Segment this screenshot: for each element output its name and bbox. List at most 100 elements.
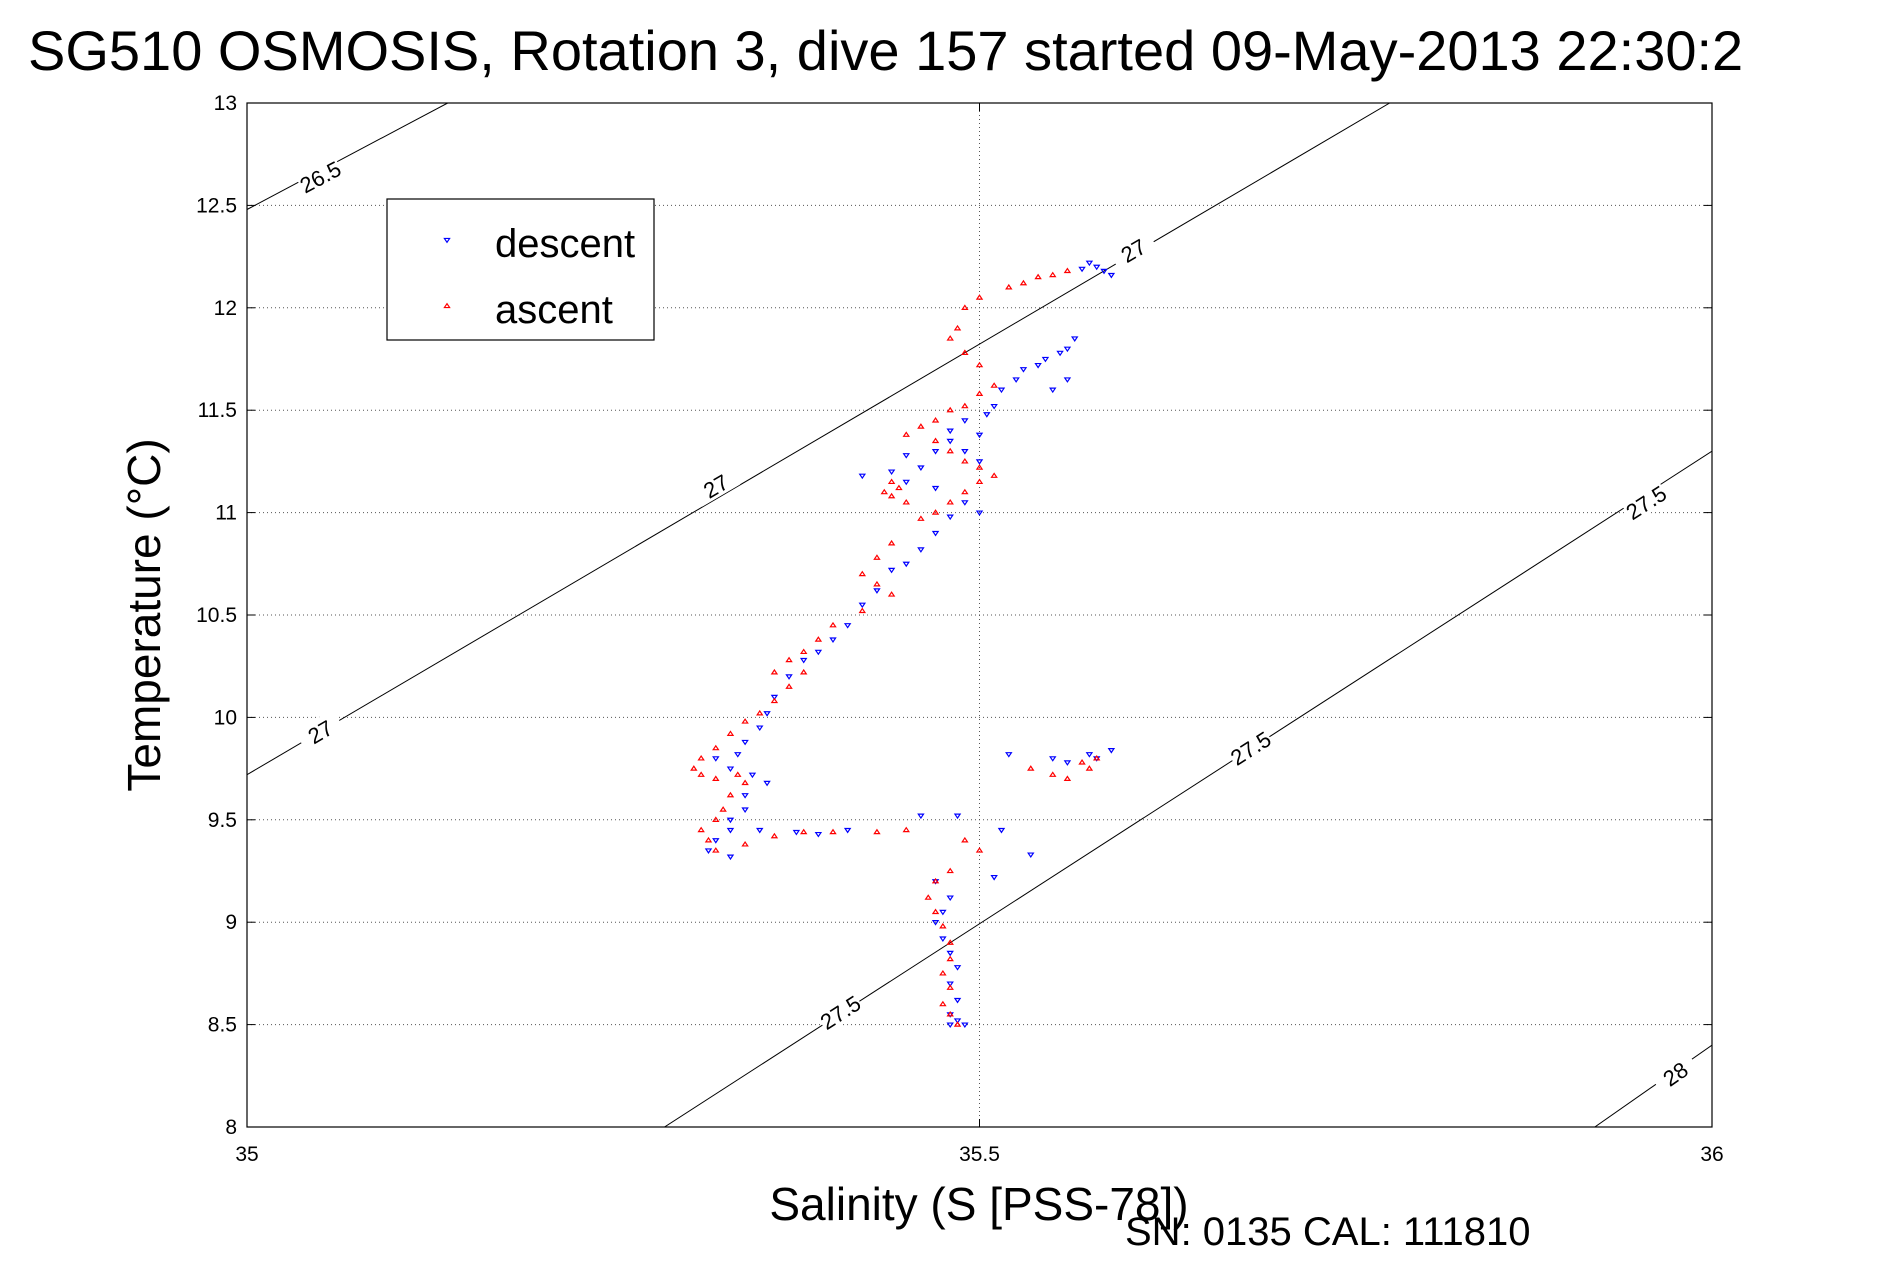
ascent-point <box>975 361 984 368</box>
ascent-point <box>975 294 984 300</box>
ascent-point <box>814 636 823 642</box>
ascent-point <box>726 791 735 798</box>
descent-point <box>983 412 991 418</box>
descent-point <box>975 459 984 465</box>
descent-point <box>726 854 735 861</box>
ascent-marker-symbol <box>443 302 451 309</box>
legend-ascent-marker <box>443 302 451 309</box>
ascent-point <box>895 484 903 491</box>
ascent-point <box>931 908 940 915</box>
ascent-point <box>946 955 954 962</box>
ascent-point <box>799 828 808 835</box>
descent-point <box>704 848 713 854</box>
descent-point <box>946 950 954 957</box>
ascent-point <box>887 539 896 546</box>
ascent-point <box>975 478 984 485</box>
legend-descent-marker <box>443 237 451 244</box>
legend-box <box>386 198 655 341</box>
x-tick-label: 35 <box>235 1143 258 1166</box>
descent-point <box>917 465 925 471</box>
data-points <box>690 260 1116 1029</box>
ascent-point <box>931 509 940 515</box>
ascent-point <box>1063 775 1072 781</box>
density-contour-line <box>247 103 1390 776</box>
descent-point <box>946 428 954 435</box>
ascent-point <box>858 570 867 577</box>
descent-point <box>953 1018 962 1024</box>
descent-point <box>1092 264 1101 271</box>
ascent-point <box>946 939 954 945</box>
contour-label-backdrop <box>1620 479 1671 524</box>
ascent-point <box>697 754 705 761</box>
ascent-point <box>785 683 793 689</box>
ascent-point <box>873 554 881 560</box>
ascent-point <box>770 668 779 675</box>
ascent-point <box>939 969 947 976</box>
descent-point <box>763 711 771 717</box>
descent-point <box>726 827 735 834</box>
descent-point <box>1085 752 1094 758</box>
ascent-point <box>799 648 808 655</box>
ascent-point <box>939 1000 947 1007</box>
ascent-point <box>1085 765 1094 771</box>
descent-point <box>939 909 947 916</box>
descent-point <box>990 403 998 410</box>
ascent-point <box>1019 279 1028 286</box>
descent-point <box>975 432 984 439</box>
descent-point <box>792 829 801 836</box>
ascent-point <box>690 765 698 771</box>
ascent-point <box>975 847 984 853</box>
ascent-point <box>931 437 940 444</box>
legend: descent ascent <box>386 198 655 341</box>
ascent-point <box>946 498 954 505</box>
descent-point <box>931 485 940 492</box>
descent-point <box>953 997 962 1004</box>
descent-point <box>931 920 940 926</box>
descent-point <box>741 793 749 799</box>
descent-point <box>990 874 998 881</box>
ascent-point <box>939 922 947 929</box>
y-tick-label: 10.5 <box>196 604 237 627</box>
descent-point <box>756 725 764 732</box>
y-tick-label: 8.5 <box>208 1014 237 1037</box>
descent-point <box>961 500 969 506</box>
descent-point <box>887 567 896 574</box>
ascent-point <box>946 867 954 874</box>
ascent-point <box>961 402 969 409</box>
ascent-point <box>726 730 735 736</box>
descent-point <box>763 780 771 787</box>
contour-label-backdrop <box>1224 725 1275 770</box>
ascent-point <box>1027 765 1035 771</box>
ascent-point <box>902 431 910 437</box>
ascent-point <box>704 836 713 843</box>
descent-point <box>902 453 910 459</box>
descent-point <box>756 827 764 834</box>
descent-point <box>931 449 940 455</box>
y-axis-ticks: 8 8.5 9 9.5 10 10.5 11 11.5 12 12.5 13 <box>196 92 1712 1139</box>
descent-point <box>843 623 852 629</box>
descent-point <box>726 817 735 824</box>
ascent-point <box>770 697 779 704</box>
ascent-point <box>712 775 720 781</box>
y-tick-label: 10 <box>214 706 237 729</box>
ascent-point <box>734 771 742 777</box>
ascent-point <box>1034 273 1042 280</box>
serial-calibration-footer: SN: 0135 CAL: 111810 <box>1125 1210 1530 1254</box>
y-tick-label: 9.5 <box>208 809 237 832</box>
ascent-point <box>1063 267 1072 274</box>
descent-point <box>1107 748 1116 754</box>
ascent-point <box>1078 759 1086 765</box>
ascent-point <box>931 877 940 884</box>
contour-label-backdrop <box>1107 228 1158 272</box>
descent-point <box>712 756 720 762</box>
ascent-point <box>858 607 867 614</box>
ascent-point <box>887 492 896 499</box>
descent-point <box>858 602 867 609</box>
descent-point <box>1056 350 1064 357</box>
descent-point <box>1005 752 1013 758</box>
descent-point <box>902 561 910 568</box>
density-contour-line <box>1594 1044 1712 1127</box>
contour-label-backdrop <box>294 154 345 197</box>
ascent-point <box>917 515 925 521</box>
